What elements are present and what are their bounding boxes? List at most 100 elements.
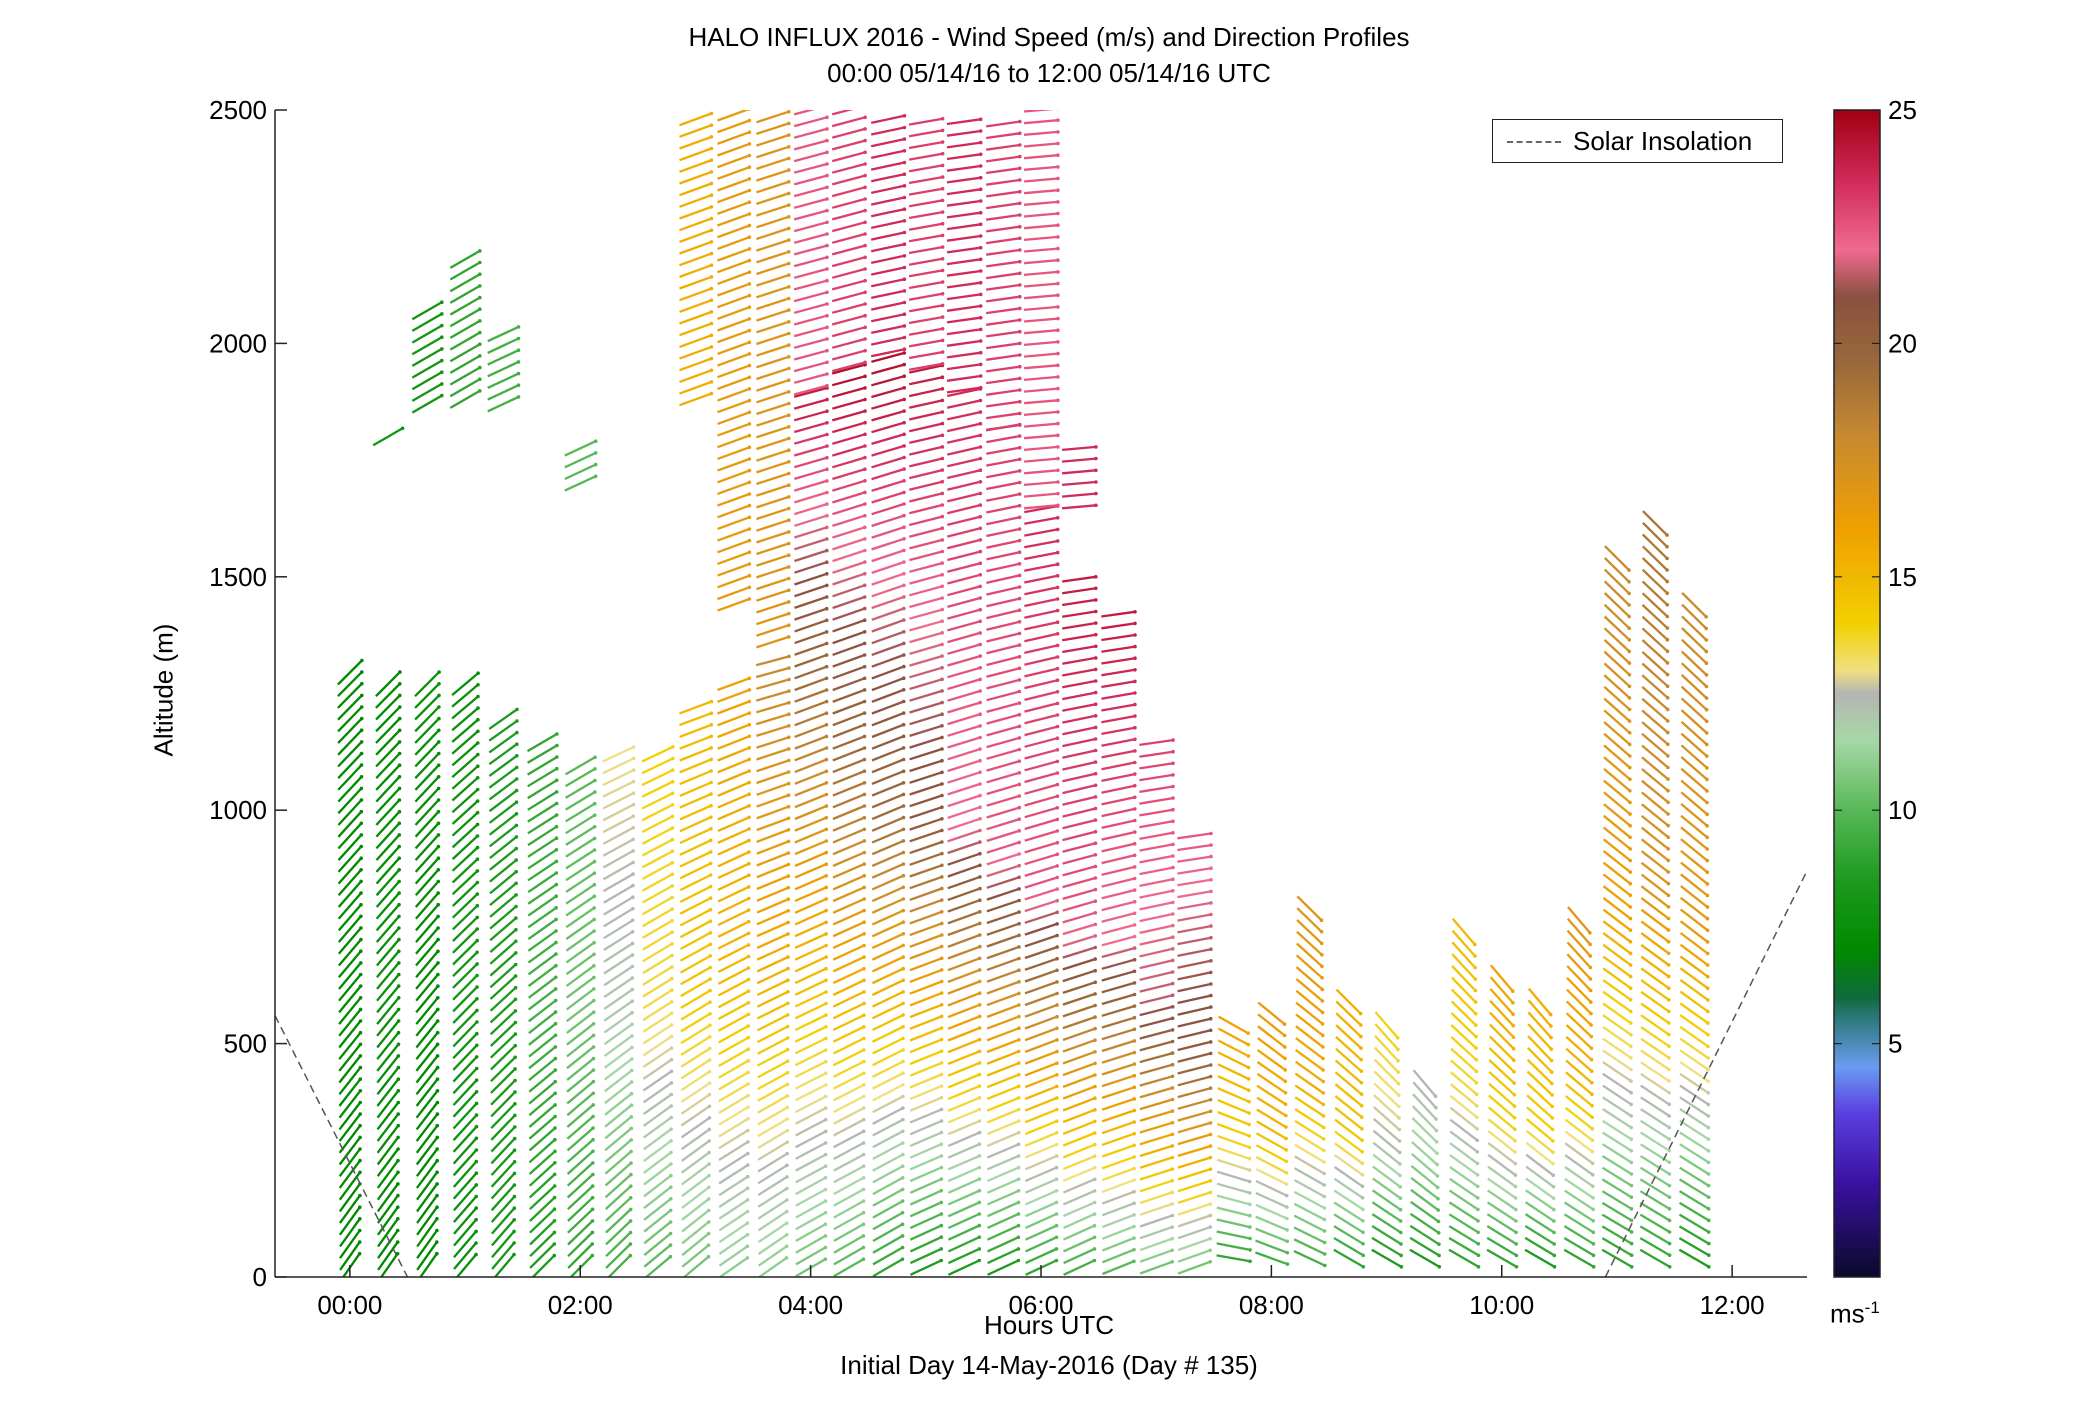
wind-arrow [833, 1222, 866, 1243]
wind-arrow [528, 975, 558, 999]
wind-arrow-head [747, 722, 752, 727]
wind-arrow-shaft [756, 875, 789, 891]
wind-arrow-shaft [337, 752, 363, 779]
wind-arrow-head [1170, 1144, 1175, 1148]
wind-arrow-head [902, 664, 906, 669]
wind-arrow-head [552, 1230, 557, 1235]
wind-arrow-head [1323, 1263, 1327, 1268]
wind-arrow-head [902, 525, 906, 529]
wind-arrow [794, 1013, 828, 1032]
wind-arrow-head [1666, 939, 1671, 944]
wind-arrow-head [901, 792, 906, 797]
wind-arrow [451, 799, 480, 825]
wind-arrow-head [590, 1253, 595, 1258]
wind-arrow-head [1474, 1092, 1479, 1097]
wind-arrow-shaft [832, 1060, 865, 1078]
wind-arrow-head [785, 1209, 789, 1214]
wind-arrow [415, 1100, 440, 1131]
wind-arrow [794, 932, 828, 949]
wind-arrow-head [708, 861, 713, 866]
wind-arrow-head [1246, 1042, 1251, 1047]
wind-arrow-head [554, 801, 559, 806]
wind-arrow [833, 1106, 866, 1125]
wind-arrow-head [785, 1036, 790, 1040]
wind-arrow-shaft [451, 811, 479, 837]
wind-arrow-shaft [339, 1218, 361, 1248]
wind-arrow-head [629, 1149, 633, 1154]
wind-arrow-head [514, 835, 519, 839]
wind-arrow [337, 821, 364, 850]
wind-arrow [757, 1175, 789, 1197]
wind-arrow-head [1552, 1253, 1557, 1258]
wind-arrow-shaft [338, 1101, 362, 1131]
wind-arrow-head [1667, 1137, 1672, 1141]
wind-arrow-head [825, 479, 829, 483]
wind-arrow [566, 1137, 595, 1164]
wind-arrow-shaft [794, 758, 827, 774]
wind-arrow-head [823, 1234, 828, 1238]
wind-arrow-shaft [718, 1245, 749, 1267]
wind-arrow-head [554, 813, 559, 817]
wind-arrow [602, 872, 635, 893]
wind-arrow [376, 1100, 401, 1131]
wind-arrow-head [901, 978, 905, 983]
wind-arrow [717, 989, 751, 1009]
wind-arrow-shaft [488, 731, 518, 754]
wind-arrow-head [978, 619, 982, 624]
wind-arrow-head [396, 1007, 401, 1012]
wind-arrow-head [977, 1258, 981, 1263]
wind-arrow-shaft [602, 838, 634, 857]
wind-arrow-head [591, 1010, 596, 1014]
wind-arrow-shaft [565, 825, 596, 846]
wind-arrow-shaft [680, 966, 711, 986]
wind-arrow-head [359, 844, 364, 849]
wind-arrow-head [670, 849, 675, 853]
wind-arrow [718, 1174, 750, 1197]
wind-arrow-head [515, 730, 519, 735]
wind-arrow-shaft [794, 1095, 827, 1114]
wind-arrow [338, 1065, 363, 1096]
wind-arrow-head [1588, 965, 1593, 970]
wind-arrow [602, 779, 636, 798]
wind-arrow-shaft [566, 1080, 595, 1105]
wind-arrow-shaft [603, 1011, 633, 1034]
wind-arrow-head [436, 996, 440, 1000]
wind-arrow-head [395, 1228, 400, 1233]
wind-arrow-shaft [680, 1128, 710, 1151]
wind-arrow [566, 998, 596, 1023]
wind-arrow [757, 1140, 789, 1161]
wind-arrow-head [1093, 737, 1098, 741]
wind-arrow [756, 781, 791, 796]
wind-arrow-head [707, 1104, 712, 1109]
wind-arrow-head [824, 618, 829, 623]
wind-arrow [833, 1257, 866, 1277]
wind-arrow [565, 882, 597, 905]
wind-arrow-shaft [375, 892, 400, 920]
wind-arrow-shaft [565, 802, 596, 823]
wind-arrow-shaft [375, 822, 401, 850]
wind-arrow-shaft [375, 741, 401, 768]
wind-arrow-head [977, 1003, 982, 1007]
wind-arrow-head [668, 1231, 673, 1236]
wind-arrow [680, 1046, 712, 1068]
wind-arrow-head [1474, 1023, 1478, 1027]
wind-arrow-shaft [414, 822, 440, 850]
wind-arrow-head [1208, 1040, 1213, 1044]
wind-arrow [566, 1033, 596, 1058]
wind-arrow-head [901, 676, 906, 680]
wind-arrow-head [706, 1220, 711, 1224]
wind-arrow-shaft [490, 1137, 516, 1165]
wind-arrow-head [1017, 980, 1021, 984]
wind-arrow-head [358, 984, 363, 988]
wind-arrow-head [591, 1033, 596, 1038]
wind-arrow-head [1208, 1028, 1213, 1033]
wind-arrow-shaft [376, 1206, 399, 1236]
wind-arrow [452, 903, 480, 931]
wind-arrow-head [1208, 1248, 1212, 1253]
wind-arrow [756, 966, 790, 985]
wind-arrow-head [939, 1014, 944, 1019]
wind-arrow-head [978, 910, 982, 914]
wind-arrow [528, 1149, 557, 1175]
wind-arrow-head [1093, 1050, 1097, 1054]
wind-arrow-shaft [452, 1032, 478, 1059]
